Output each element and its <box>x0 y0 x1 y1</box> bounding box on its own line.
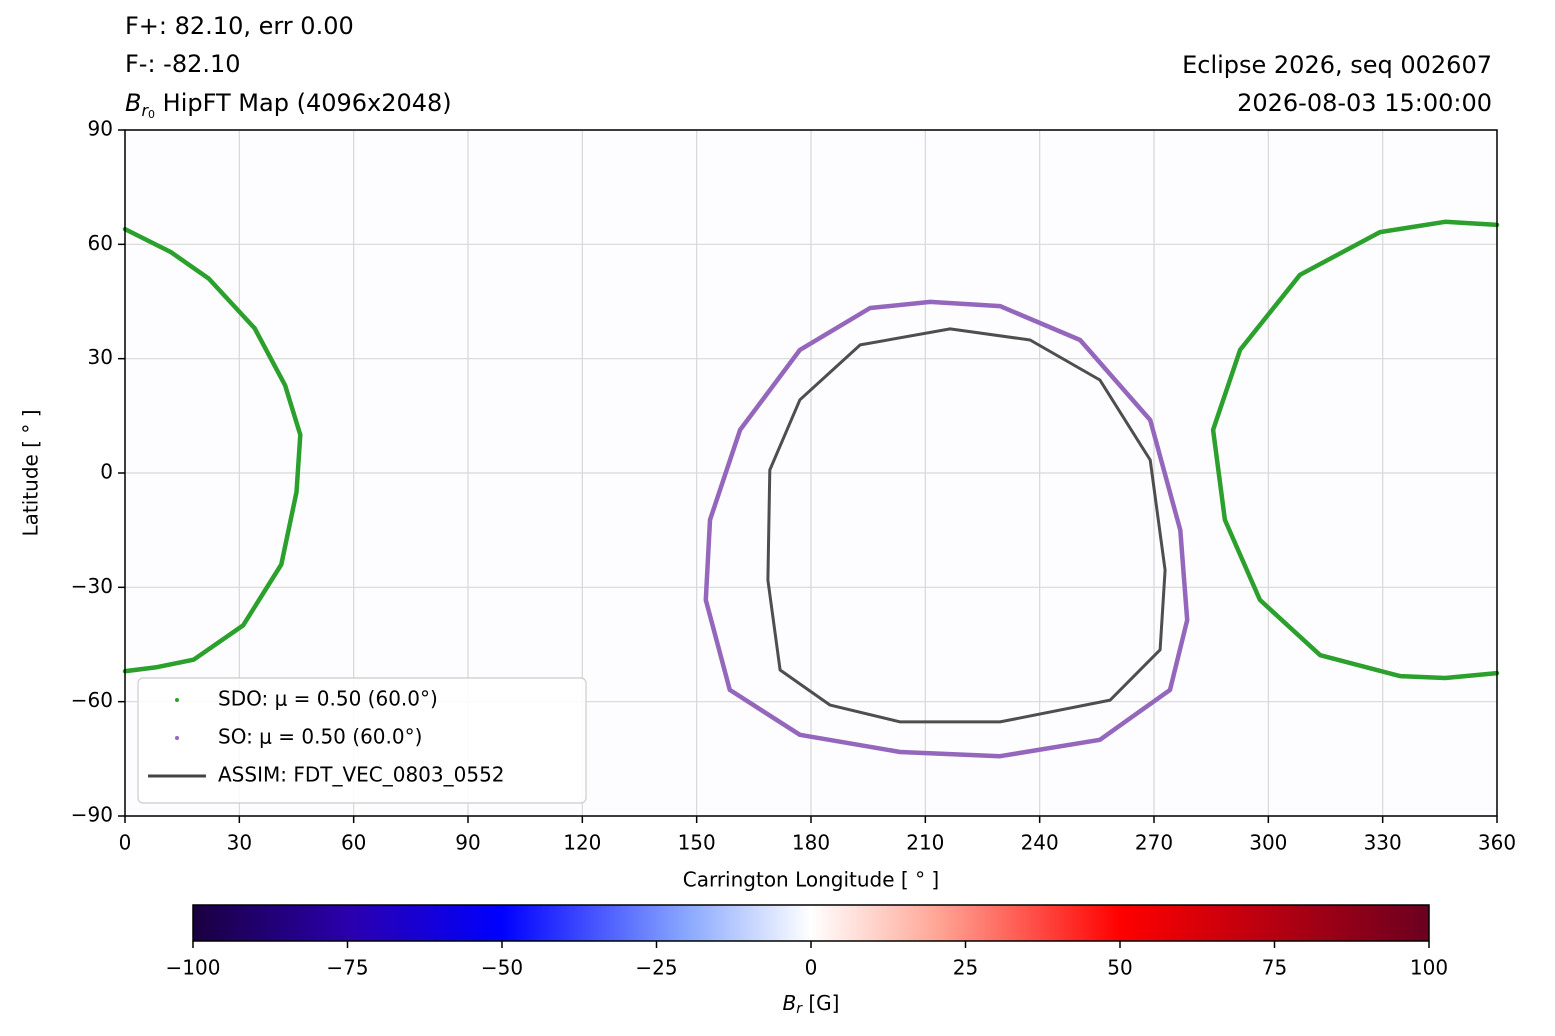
colorbar-tick-label: −75 <box>326 956 368 980</box>
x-tick-label: 150 <box>678 831 716 855</box>
title-subsub: 0 <box>148 108 155 121</box>
x-tick-label: 30 <box>227 831 252 855</box>
y-tick-label: 0 <box>100 460 113 484</box>
y-tick-label: 30 <box>88 345 113 369</box>
colorbar-label-symbol: B <box>783 991 797 1015</box>
x-tick-label: 330 <box>1364 831 1402 855</box>
contour-line <box>703 299 1190 759</box>
plot-frame <box>124 129 1498 817</box>
legend-marker <box>175 698 179 702</box>
x-tick-label: 240 <box>1021 831 1059 855</box>
colorbar-label-sub: r <box>796 1001 803 1017</box>
colorbar-tick-label: 50 <box>1107 956 1132 980</box>
legend-box <box>137 677 587 804</box>
colorbar-tick-label: 100 <box>1410 956 1448 980</box>
colorbar <box>192 904 1430 942</box>
x-tick-label: 270 <box>1135 831 1173 855</box>
chart-title: Br0 HipFT Map (4096x2048) <box>125 89 452 121</box>
x-tick-label: 180 <box>792 831 830 855</box>
x-tick-label: 120 <box>563 831 601 855</box>
colorbar-label: Br [G] <box>783 991 840 1018</box>
header-text: F-: -82.10 <box>125 50 241 78</box>
header-text: 2026-08-03 15:00:00 <box>1237 89 1492 117</box>
y-tick-label: 90 <box>88 117 113 141</box>
x-tick-label: 60 <box>341 831 366 855</box>
y-tick-label: −60 <box>71 688 113 712</box>
title-text: HipFT Map (4096x2048) <box>155 89 452 117</box>
y-tick-label: 60 <box>88 231 113 255</box>
title-sub: r <box>141 101 149 120</box>
colorbar-tick-label: −100 <box>166 956 221 980</box>
legend-label: ASSIM: FDT_VEC_0803_0552 <box>218 763 505 787</box>
legend-label: SDO: μ = 0.50 (60.0°) <box>218 687 438 711</box>
colorbar-label-text: [G] <box>802 991 839 1015</box>
y-tick-label: −30 <box>71 574 113 598</box>
x-tick-label: 90 <box>455 831 480 855</box>
legend-marker <box>175 736 179 740</box>
header-text: F+: 82.10, err 0.00 <box>125 12 354 40</box>
x-tick-label: 300 <box>1249 831 1287 855</box>
y-tick-label: −90 <box>71 803 113 827</box>
x-tick-label: 210 <box>906 831 944 855</box>
colorbar-tick-label: 0 <box>805 956 818 980</box>
contour-line <box>766 327 1167 724</box>
legend-label: SO: μ = 0.50 (60.0°) <box>218 725 422 749</box>
x-tick-label: 0 <box>119 831 132 855</box>
title-symbol: B <box>125 89 141 117</box>
x-axis-label: Carrington Longitude [ ° ] <box>683 868 940 892</box>
x-tick-label: 360 <box>1478 831 1516 855</box>
colorbar-tick-label: −50 <box>481 956 523 980</box>
y-axis-label: Latitude [ ° ] <box>19 410 43 537</box>
colorbar-tick-label: 25 <box>953 956 978 980</box>
header-text: Eclipse 2026, seq 002607 <box>1182 51 1492 79</box>
colorbar-tick-label: 75 <box>1262 956 1287 980</box>
contour-line <box>122 219 1500 681</box>
colorbar-tick-label: −25 <box>635 956 677 980</box>
